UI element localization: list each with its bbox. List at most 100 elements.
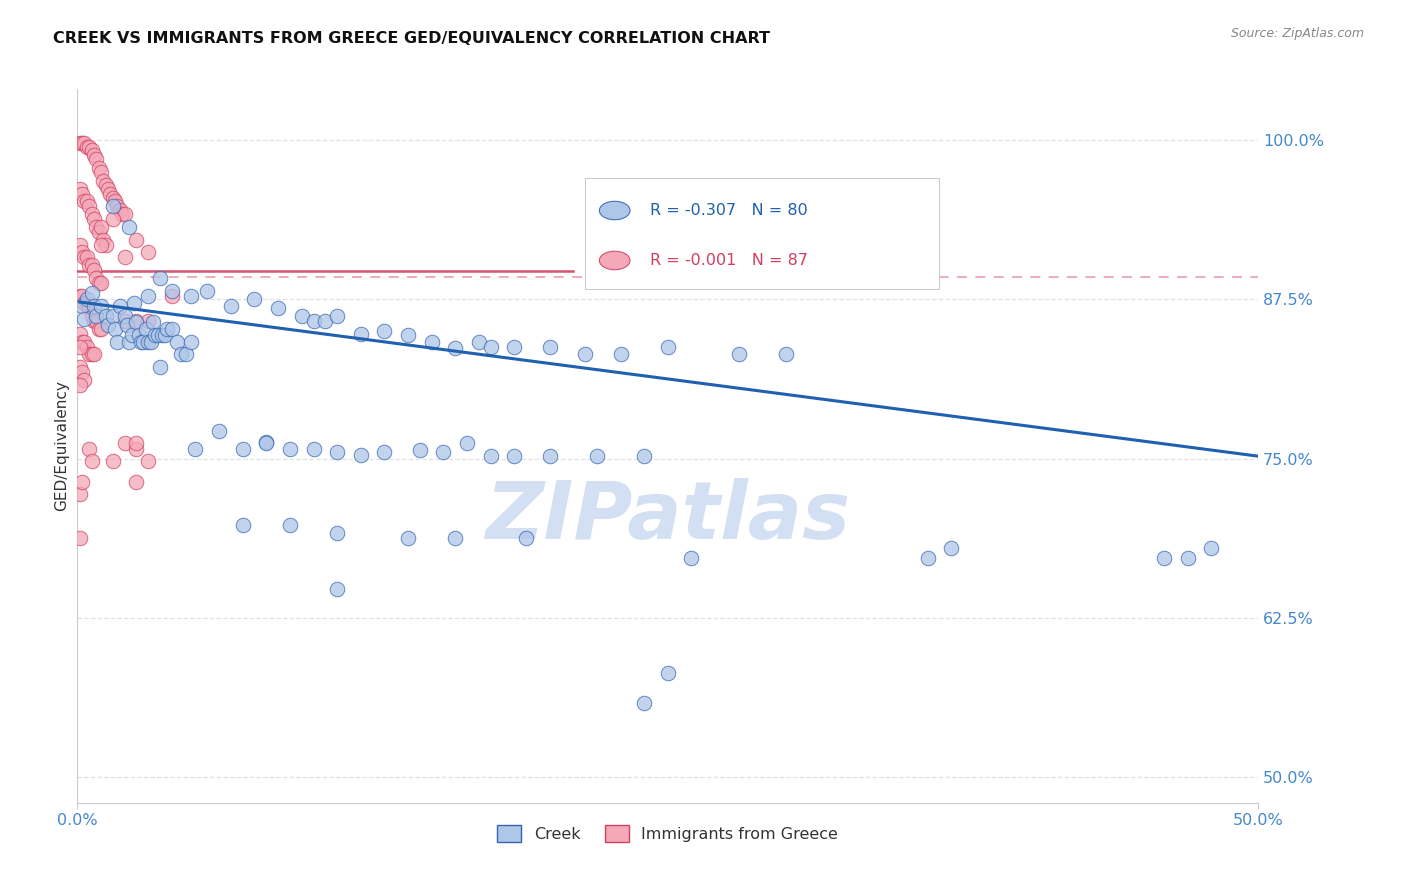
Point	[409, 442, 432, 457]
Point	[132, 334, 155, 349]
Point	[87, 322, 110, 336]
Point	[70, 136, 93, 150]
Point	[69, 237, 91, 252]
Point	[917, 551, 939, 566]
Point	[83, 263, 105, 277]
Point	[149, 359, 172, 374]
Text: CREEK VS IMMIGRANTS FROM GREECE GED/EQUIVALENCY CORRELATION CHART: CREEK VS IMMIGRANTS FROM GREECE GED/EQUI…	[53, 31, 770, 46]
Point	[633, 697, 655, 711]
Point	[97, 181, 120, 195]
Point	[681, 551, 703, 566]
Point	[69, 181, 91, 195]
Point	[108, 299, 131, 313]
Point	[91, 233, 114, 247]
Point	[83, 314, 105, 328]
Point	[219, 299, 242, 313]
Point	[90, 237, 112, 252]
Point	[73, 373, 96, 387]
Point	[90, 276, 112, 290]
Point	[101, 454, 124, 468]
Point	[420, 334, 443, 349]
FancyBboxPatch shape	[585, 178, 939, 289]
Point	[91, 174, 114, 188]
Point	[83, 299, 105, 313]
Point	[115, 318, 138, 332]
Point	[538, 340, 561, 354]
Point	[76, 296, 98, 310]
Point	[657, 340, 679, 354]
Point	[87, 276, 110, 290]
Point	[70, 334, 93, 349]
Point	[160, 284, 183, 298]
Point	[121, 328, 143, 343]
Point	[326, 309, 349, 323]
Point	[479, 449, 502, 463]
Point	[170, 347, 193, 361]
Point	[70, 475, 93, 489]
Point	[80, 258, 103, 272]
Point	[87, 225, 110, 239]
Point	[118, 334, 141, 349]
Point	[232, 442, 254, 456]
Point	[70, 288, 93, 302]
Point	[77, 258, 100, 272]
Point	[73, 251, 96, 265]
Point	[135, 322, 157, 336]
Point	[180, 288, 202, 302]
Point	[101, 199, 124, 213]
Point	[77, 301, 100, 316]
Point	[118, 219, 141, 234]
Point	[657, 665, 679, 680]
Point	[73, 334, 96, 349]
Point	[83, 148, 105, 162]
Point	[1199, 541, 1222, 555]
Point	[150, 328, 173, 343]
Point	[129, 334, 152, 349]
Point	[444, 531, 467, 545]
Point	[70, 365, 93, 379]
Point	[94, 309, 117, 323]
Point	[80, 207, 103, 221]
Point	[69, 340, 91, 354]
Point	[80, 144, 103, 158]
Point	[278, 518, 301, 533]
Point	[128, 328, 150, 343]
Point	[136, 245, 159, 260]
Point	[243, 293, 266, 307]
Point	[302, 314, 325, 328]
Point	[136, 314, 159, 328]
Point	[70, 245, 93, 260]
Point	[80, 454, 103, 468]
Point	[515, 531, 537, 545]
Point	[83, 212, 105, 227]
Point	[314, 314, 336, 328]
Point	[479, 340, 502, 354]
Point	[160, 288, 183, 302]
Point	[174, 347, 197, 361]
Point	[326, 445, 349, 459]
Point	[396, 531, 419, 545]
Point	[80, 286, 103, 301]
Point	[432, 445, 454, 459]
Point	[114, 207, 136, 221]
Point	[76, 194, 98, 209]
Point	[125, 475, 148, 489]
Point	[136, 454, 159, 468]
Point	[69, 377, 91, 392]
Point	[180, 334, 202, 349]
Point	[609, 347, 631, 361]
Point	[350, 326, 373, 341]
Point	[114, 309, 136, 323]
Point	[586, 449, 609, 463]
Point	[84, 314, 107, 328]
Point	[90, 322, 112, 336]
Point	[101, 212, 124, 227]
Point	[87, 161, 110, 176]
Point	[160, 322, 183, 336]
Point	[142, 315, 165, 329]
Point	[73, 296, 96, 310]
Point	[503, 340, 526, 354]
Point	[76, 139, 98, 153]
Point	[574, 347, 596, 361]
Circle shape	[599, 252, 630, 269]
